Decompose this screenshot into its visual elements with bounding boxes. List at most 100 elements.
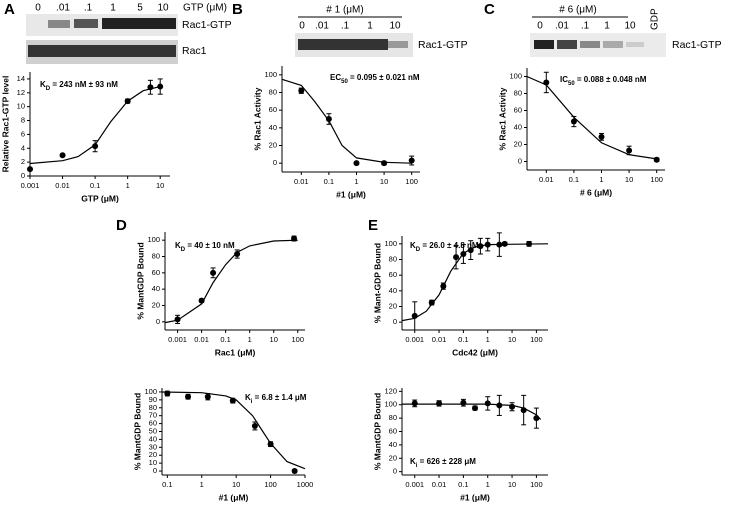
- band: [580, 41, 600, 48]
- annotation-part: i: [416, 463, 418, 469]
- annotation: KD = 26.0 ± 4.8 nM: [410, 241, 479, 252]
- y-axis-label: % MantGDP Bound: [372, 393, 382, 470]
- lane-label: .1: [581, 21, 590, 32]
- x-tick-label: 0.1: [162, 480, 172, 489]
- x-tick-label: 0.1: [90, 181, 100, 190]
- x-tick-label: 10: [625, 175, 633, 184]
- y-tick-label: 20: [269, 140, 277, 149]
- annotation-part: = 6.8 ± 1.4 μM: [252, 393, 306, 402]
- data-point: [543, 79, 550, 86]
- y-tick-label: 0: [518, 156, 522, 165]
- blot-header: # 6 (μM): [559, 5, 596, 16]
- x-axis-label: GTP (μM): [81, 193, 119, 203]
- data-point: [484, 400, 491, 407]
- y-tick-label: 40: [152, 284, 160, 293]
- data-point: [325, 116, 332, 122]
- data-point: [411, 312, 418, 319]
- lane-label: .1: [84, 3, 93, 14]
- annotation: IC50 = 0.088 ± 0.048 nM: [560, 75, 647, 86]
- data-point: [533, 415, 540, 422]
- annotation-part: = 626 ± 228 μM: [417, 457, 476, 466]
- x-axis-label: #1 (μM): [460, 492, 490, 502]
- data-point: [598, 133, 605, 140]
- x-tick-label: 0.1: [569, 175, 579, 184]
- lane-label: GDP: [650, 8, 661, 30]
- y-tick-label: 40: [269, 123, 277, 132]
- y-axis-label: Relative Rac1-GTP level: [0, 76, 10, 173]
- data-point: [353, 160, 360, 167]
- x-tick-label: 100: [650, 175, 663, 184]
- data-point: [234, 251, 241, 258]
- x-tick-label: 0.001: [405, 480, 424, 489]
- x-tick-label: 10: [380, 177, 388, 186]
- y-tick-label: 80: [389, 254, 397, 263]
- blot-label: Rac1-GTP: [672, 39, 722, 51]
- x-tick-label: 10: [270, 335, 278, 344]
- x-tick-label: 1: [486, 335, 490, 344]
- y-tick-label: 70: [149, 411, 157, 420]
- y-tick-label: 10: [149, 458, 157, 467]
- y-tick-label: 80: [389, 413, 397, 422]
- annotation-part: = 40 ± 10 nM: [185, 241, 235, 250]
- y-tick-label: 60: [152, 268, 160, 277]
- data-point: [460, 251, 467, 258]
- x-tick-label: 0.1: [458, 335, 468, 344]
- lane-label: .1: [341, 21, 350, 32]
- x-axis-label: #1 (μM): [219, 492, 249, 502]
- x-axis-label: Rac1 (μM): [215, 347, 256, 357]
- annotation-part: K: [410, 457, 416, 466]
- x-tick-label: 0.1: [458, 480, 468, 489]
- data-point: [436, 400, 443, 407]
- blot-label: Rac1-GTP: [418, 39, 468, 51]
- data-point: [520, 407, 527, 414]
- y-tick-label: 8: [21, 116, 25, 125]
- annotation-part: K: [410, 241, 416, 250]
- x-tick-label: 10: [156, 181, 164, 190]
- annotation-part: 50: [341, 79, 348, 85]
- x-tick-label: 0.01: [432, 480, 447, 489]
- data-point: [124, 98, 131, 105]
- fit-curve: [29, 86, 161, 165]
- band: [603, 41, 623, 48]
- y-tick-label: 100: [384, 239, 397, 248]
- data-point: [411, 400, 418, 407]
- annotation: Ki = 626 ± 228 μM: [410, 457, 476, 468]
- y-tick-label: 20: [389, 301, 397, 310]
- data-point: [496, 241, 503, 248]
- band: [534, 40, 554, 49]
- lane-label: .01: [555, 21, 569, 32]
- y-tick-label: 2: [21, 157, 25, 166]
- lane-label: 1: [367, 21, 373, 32]
- annotation-part: K: [40, 80, 46, 89]
- data-point: [291, 235, 298, 242]
- data-point: [472, 405, 478, 412]
- x-axis-label: #1 (μM): [336, 189, 366, 199]
- data-point: [467, 247, 474, 254]
- data-point: [408, 157, 415, 164]
- lane-label: 0: [299, 21, 305, 32]
- annotation-part: = 0.088 ± 0.048 nM: [575, 75, 647, 84]
- y-tick-label: 0: [153, 466, 157, 475]
- data-point: [251, 422, 258, 429]
- y-tick-label: 30: [149, 442, 157, 451]
- y-tick-label: 60: [514, 105, 522, 114]
- y-axis-label: % Mant-GDP Bound: [372, 243, 382, 323]
- x-tick-label: 100: [530, 480, 543, 489]
- data-point: [453, 254, 460, 261]
- fit-curve: [164, 239, 298, 324]
- annotation-part: D: [416, 247, 421, 253]
- x-tick-label: 1: [126, 181, 130, 190]
- annotation-part: K: [175, 241, 181, 250]
- data-point: [484, 241, 491, 248]
- band: [557, 40, 577, 49]
- y-tick-label: 0: [156, 317, 160, 326]
- annotation-part: = 243 nM ± 93 nM: [50, 80, 118, 89]
- x-tick-label: 0.1: [220, 335, 230, 344]
- annotation-part: D: [46, 86, 51, 92]
- y-tick-label: 40: [149, 434, 157, 443]
- data-point: [229, 397, 236, 404]
- data-point: [460, 399, 467, 406]
- y-tick-label: 20: [389, 453, 397, 462]
- lane-label: .01: [315, 21, 329, 32]
